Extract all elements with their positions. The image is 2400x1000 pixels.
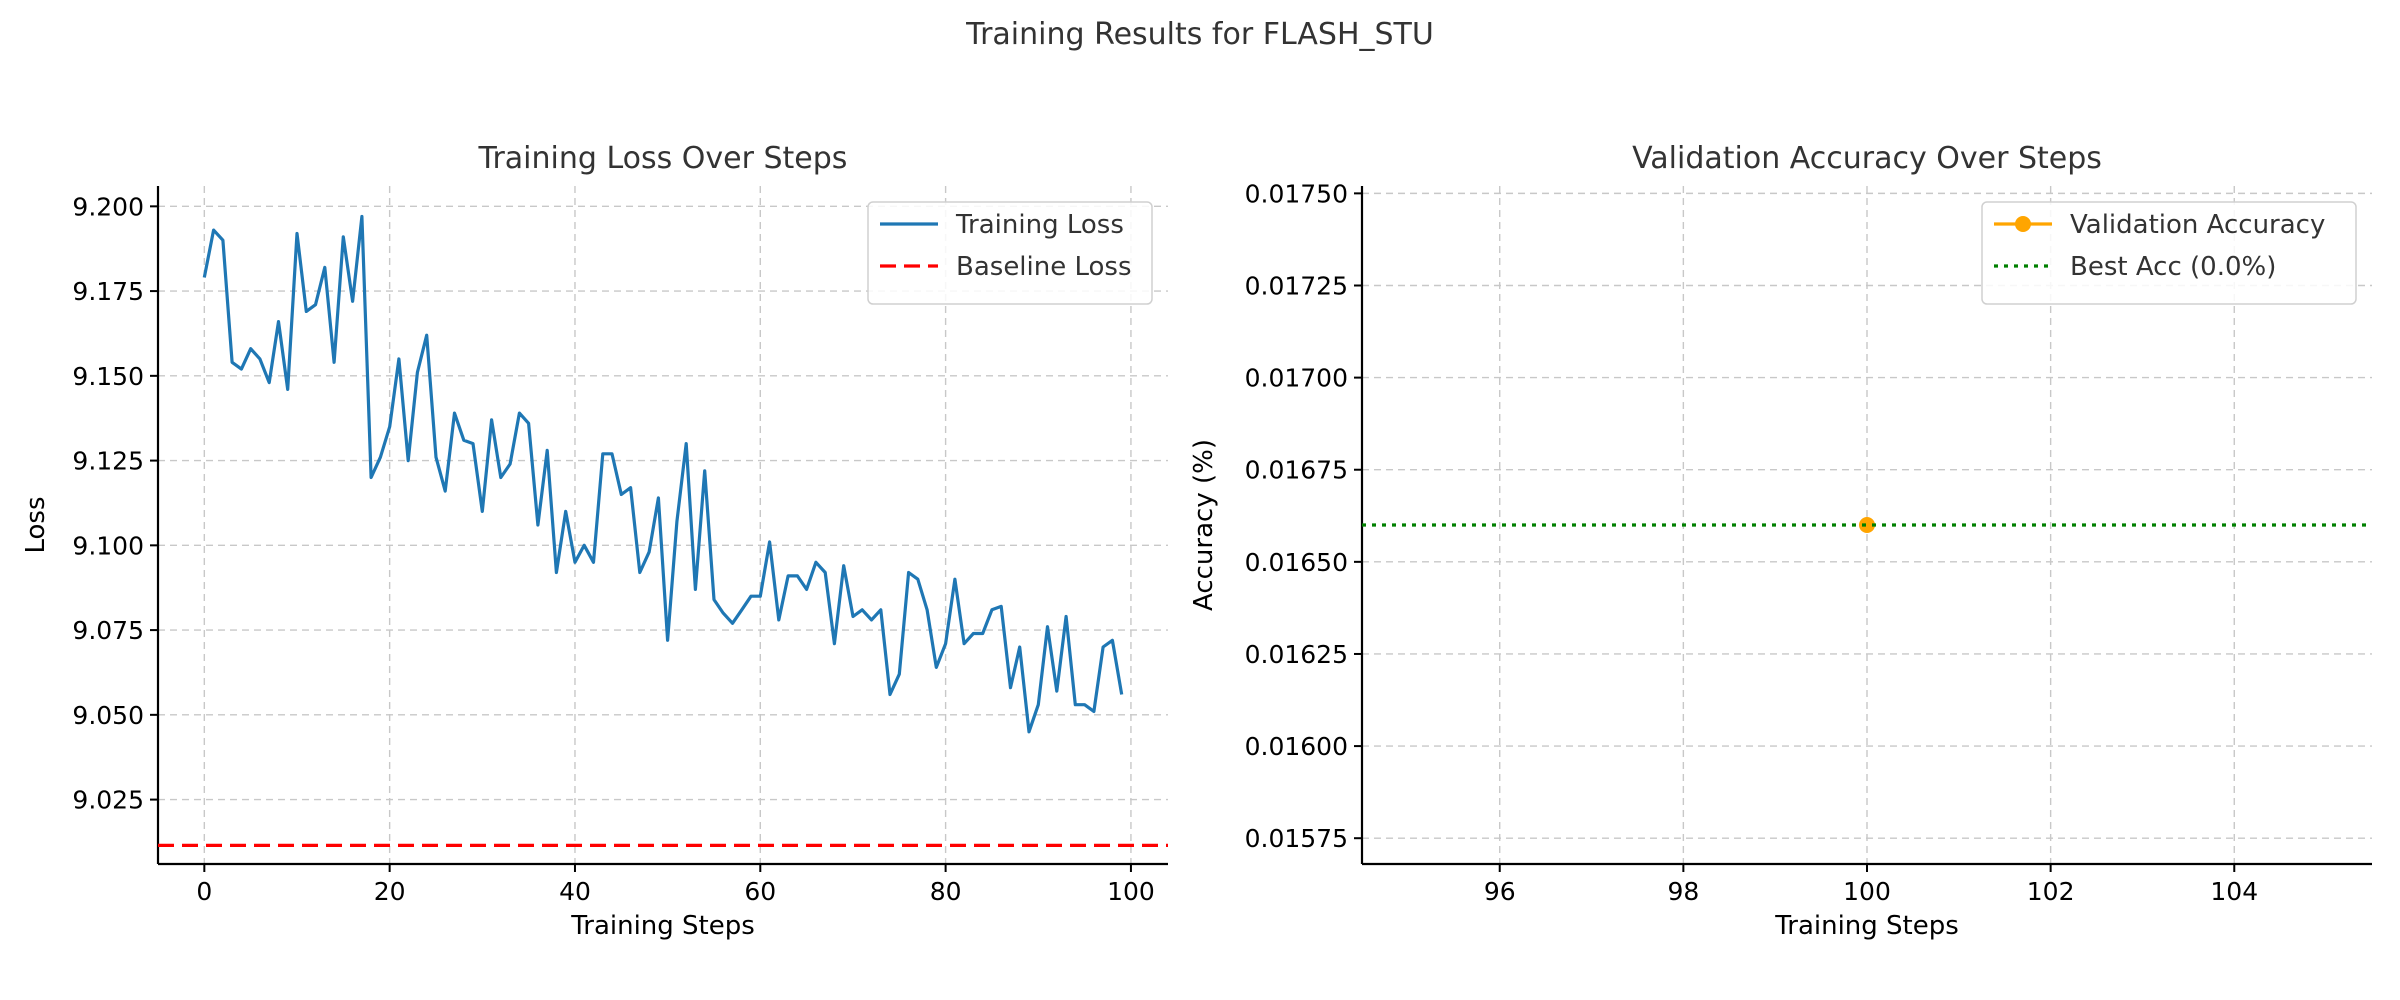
y-tick-label: 9.025 <box>72 786 144 815</box>
figure-suptitle: Training Results for FLASH_STU <box>965 17 1434 52</box>
training-loss-chart: Training Loss Over Steps 0 20 40 60 80 100 9.02… <box>21 141 1168 941</box>
y-axis-label: Loss <box>21 496 51 553</box>
y-tick-label: 0.01750 <box>1245 179 1348 208</box>
y-tick-label: 9.125 <box>72 447 144 476</box>
x-tick-label: 104 <box>2210 877 2258 906</box>
x-tick-label: 0 <box>196 877 212 906</box>
y-tick-label: 9.175 <box>72 277 144 306</box>
x-tick-label: 96 <box>1484 877 1516 906</box>
legend-entry-label: Best Acc (0.0%) <box>2070 252 2276 282</box>
legend-entry-label: Training Loss <box>955 210 1124 240</box>
y-tick-label: 0.01700 <box>1245 364 1348 393</box>
data-point-marker <box>1859 517 1875 533</box>
x-tick-label: 98 <box>1667 877 1699 906</box>
y-tick-label: 0.01650 <box>1245 548 1348 577</box>
y-tick-label: 0.01575 <box>1245 824 1348 853</box>
chart-title: Validation Accuracy Over Steps <box>1632 141 2102 176</box>
y-tick-label: 9.150 <box>72 362 144 391</box>
y-tick-label: 0.01625 <box>1245 640 1348 669</box>
chart-title: Training Loss Over Steps <box>478 141 848 176</box>
y-tick-label: 9.075 <box>72 616 144 645</box>
y-tick-label: 0.01675 <box>1245 456 1348 485</box>
x-tick-label: 40 <box>559 877 591 906</box>
x-tick-label: 80 <box>930 877 962 906</box>
y-axis-label: Accuracy (%) <box>1189 439 1219 611</box>
x-axis-label: Training Steps <box>570 911 755 941</box>
legend-entry-label: Validation Accuracy <box>2070 210 2325 240</box>
legend-box <box>867 201 1153 305</box>
y-tick-label: 9.100 <box>72 531 144 560</box>
y-tick-label: 0.01600 <box>1245 732 1348 761</box>
x-tick-label: 100 <box>1107 877 1155 906</box>
x-tick-label: 60 <box>744 877 776 906</box>
legend: Training Loss Baseline Loss <box>867 201 1153 305</box>
legend-marker <box>2015 216 2031 232</box>
x-tick-label: 20 <box>374 877 406 906</box>
y-tick-label: 0.01725 <box>1245 271 1348 300</box>
validation-accuracy-chart: Validation Accuracy Over Steps 96 98 100 102… <box>1189 141 2372 941</box>
x-tick-label: 100 <box>1843 877 1891 906</box>
y-tick-label: 9.200 <box>72 192 144 221</box>
legend-entry-label: Baseline Loss <box>956 252 1132 282</box>
x-axis-label: Training Steps <box>1774 911 1959 941</box>
y-tick-label: 9.050 <box>72 701 144 730</box>
legend-box <box>1981 201 2357 305</box>
series-line-training-loss <box>202 214 1124 734</box>
x-tick-label: 102 <box>2027 877 2075 906</box>
legend: Validation Accuracy Best Acc (0.0%) <box>1981 201 2357 305</box>
